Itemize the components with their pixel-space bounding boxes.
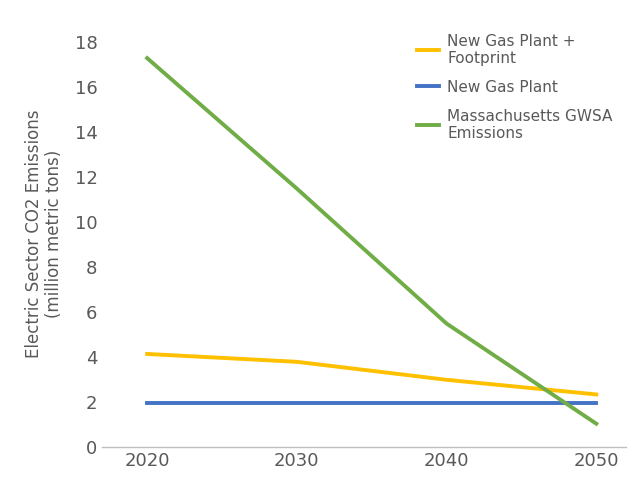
Legend: New Gas Plant +
Footprint, New Gas Plant, Massachusetts GWSA
Emissions: New Gas Plant + Footprint, New Gas Plant… bbox=[410, 27, 619, 147]
Massachusetts GWSA
Emissions bbox=[443, 321, 450, 327]
Massachusetts GWSA
Emissions bbox=[592, 420, 600, 426]
New Gas Plant +
Footprint bbox=[592, 392, 600, 398]
New Gas Plant bbox=[443, 401, 450, 407]
New Gas Plant bbox=[293, 401, 301, 407]
New Gas Plant +
Footprint bbox=[293, 359, 301, 365]
New Gas Plant +
Footprint bbox=[443, 377, 450, 383]
Line: Massachusetts GWSA
Emissions: Massachusetts GWSA Emissions bbox=[147, 58, 596, 423]
Y-axis label: Electric Sector CO2 Emissions
(million metric tons): Electric Sector CO2 Emissions (million m… bbox=[24, 109, 63, 358]
Massachusetts GWSA
Emissions bbox=[143, 55, 151, 61]
New Gas Plant +
Footprint bbox=[143, 351, 151, 357]
New Gas Plant bbox=[592, 401, 600, 407]
Massachusetts GWSA
Emissions bbox=[293, 185, 301, 191]
Line: New Gas Plant +
Footprint: New Gas Plant + Footprint bbox=[147, 354, 596, 395]
New Gas Plant bbox=[143, 401, 151, 407]
